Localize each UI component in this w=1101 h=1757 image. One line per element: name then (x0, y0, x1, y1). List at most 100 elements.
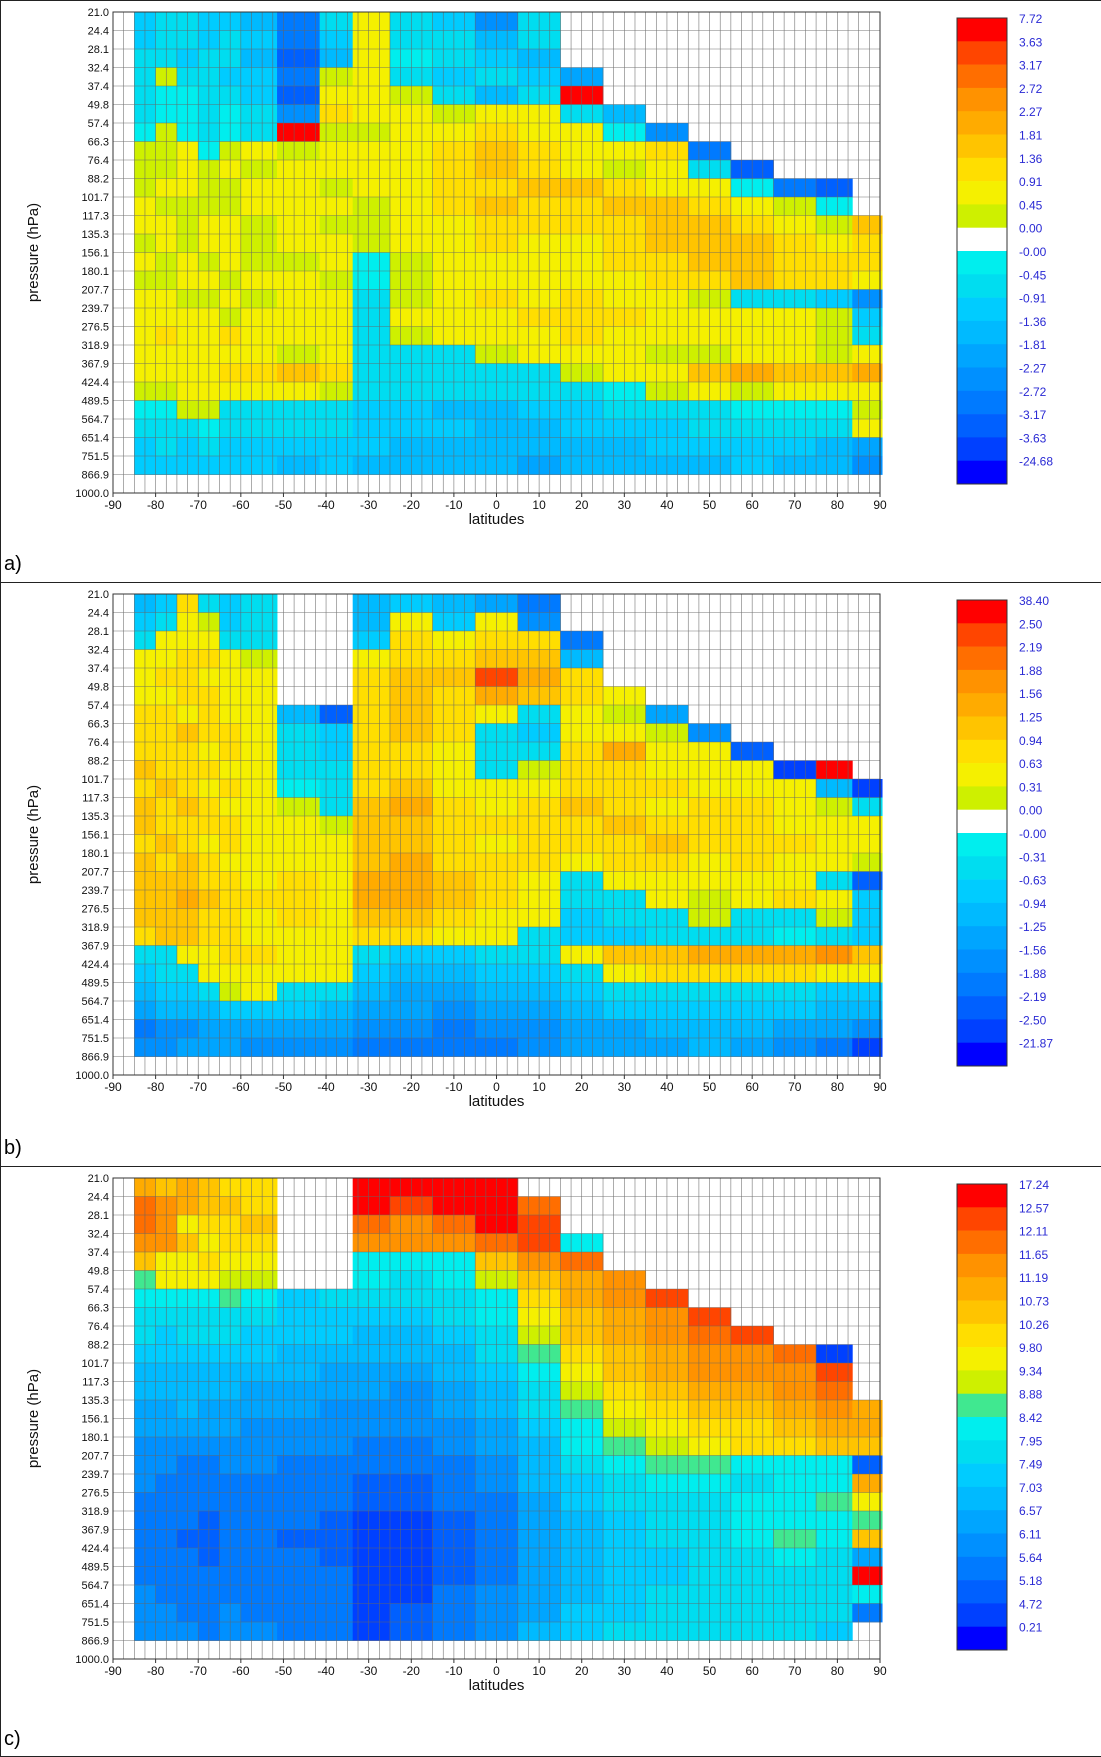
heatmap-cell (816, 964, 853, 983)
x-tick-label: 70 (788, 498, 802, 512)
y-tick-label: 156.1 (81, 830, 109, 842)
heatmap-cell (319, 1603, 354, 1623)
heatmap-cell (277, 123, 321, 142)
colorbar-frame (956, 599, 1008, 1067)
heatmap-cell (277, 141, 321, 161)
colorbar-swatch (957, 600, 1007, 624)
y-tick-label: 49.8 (88, 1266, 109, 1278)
heatmap-cell (319, 400, 354, 420)
colorbar-swatch (957, 1042, 1007, 1067)
heatmap-cell (319, 271, 354, 290)
heatmap-cell (277, 1603, 321, 1623)
colorbar: 38.40 2.50 2.19 1.88 1.56 1.25 0.94 0.63 0.31 0.0… (956, 594, 1053, 1067)
x-tick-label: 60 (745, 1664, 759, 1678)
panel-1: 21.0 24.4 28.1 32.4 37.4 49.8 57.4 66.3 76.4 88.2… (4, 7, 1053, 575)
heatmap-cell (852, 779, 883, 798)
heatmap-cell (352, 1492, 391, 1512)
y-tick-label: 57.4 (88, 700, 109, 712)
heatmap-cell (816, 853, 853, 872)
colorbar-label: -1.88 (1019, 967, 1047, 981)
colorbar-swatch (957, 833, 1007, 857)
colorbar-label: 8.42 (1019, 1411, 1043, 1425)
colorbar-swatch (957, 1556, 1007, 1581)
colorbar-label: 11.65 (1019, 1248, 1048, 1262)
colorbar-swatch (957, 786, 1007, 810)
heatmap-cell (277, 964, 321, 983)
heatmap-cell (240, 705, 278, 724)
heatmap-cell (319, 982, 354, 1002)
colorbar-label: 2.27 (1019, 105, 1043, 119)
x-tick-label: -60 (232, 498, 250, 512)
x-tick-label: -30 (360, 1664, 378, 1678)
x-tick-label: 10 (532, 498, 546, 512)
heatmap-cell (277, 1019, 321, 1039)
colorbar-swatch (957, 227, 1007, 252)
colorbar-swatch (957, 1393, 1007, 1418)
y-tick-label: 489.5 (81, 978, 109, 990)
heatmap-cell (352, 1548, 391, 1567)
colorbar-label: -0.94 (1019, 897, 1047, 911)
x-tick-label: 30 (618, 1080, 632, 1094)
x-tick-label: 30 (618, 1664, 632, 1678)
y-tick-label: 66.3 (88, 1303, 109, 1315)
y-tick-label: 37.4 (88, 1247, 109, 1259)
heatmap-cell (240, 853, 278, 872)
colorbar-label: 2.19 (1019, 641, 1043, 655)
heatmap-cell (816, 908, 853, 928)
colorbar-label: 1.81 (1019, 129, 1043, 143)
y-tick-label: 101.7 (81, 774, 109, 786)
heatmap-cell (240, 419, 278, 438)
heatmap-cell (816, 760, 853, 780)
heatmap-cell (852, 345, 883, 364)
heatmap-cell (277, 104, 321, 124)
heatmap-cell (352, 345, 391, 364)
heatmap-cell (852, 234, 883, 253)
colorbar-swatch (957, 297, 1007, 322)
grid (112, 11, 881, 494)
y-tick-label: 866.9 (81, 470, 109, 482)
heatmap-cell (319, 197, 354, 216)
heatmap-cell (240, 49, 278, 68)
heatmap-cell (319, 141, 354, 161)
heatmap-cell (277, 1437, 321, 1456)
heatmap-cell (277, 705, 321, 724)
heatmap-cell (277, 363, 321, 383)
x-axis-label: latitudes (469, 1677, 525, 1694)
heatmap-cell (319, 1326, 354, 1345)
colorbar-swatch (957, 390, 1007, 415)
heatmap-cell (277, 1622, 321, 1641)
colorbar-swatch (957, 693, 1007, 717)
heatmap-cell (352, 308, 391, 327)
heatmap-cell (240, 308, 278, 327)
colorbar-label: 3.17 (1019, 59, 1043, 73)
heatmap-cell (816, 1455, 853, 1475)
heatmap-cell (240, 1233, 278, 1253)
heatmap-cell (319, 1622, 354, 1641)
heatmap-cell (352, 1326, 391, 1345)
heatmap-cell (277, 419, 321, 438)
y-tick-label: 866.9 (81, 1052, 109, 1064)
heatmap-cell (352, 160, 391, 179)
colorbar-swatch (957, 1277, 1007, 1301)
heatmap-cell (240, 1511, 278, 1530)
heatmap-cell (352, 289, 391, 309)
colorbar-swatch (957, 879, 1007, 904)
colorbar-label: 0.45 (1019, 198, 1043, 212)
colorbar-label: 2.72 (1019, 82, 1043, 96)
heatmap-cell (816, 437, 853, 457)
heatmap-cell (816, 1019, 853, 1039)
y-tick-label: 489.5 (81, 396, 109, 408)
heatmap-cell (352, 742, 391, 761)
heatmap-cell (816, 1492, 853, 1512)
y-tick-label: 156.1 (81, 1414, 109, 1426)
x-tick-label: 80 (831, 498, 845, 512)
heatmap-cell (352, 1270, 391, 1290)
heatmap-cell (816, 927, 853, 946)
heatmap-cell (852, 456, 883, 475)
y-tick-label: 117.3 (82, 793, 109, 805)
heatmap-cell (816, 1566, 853, 1586)
heatmap-cell (352, 1252, 391, 1271)
heatmap-cell (352, 890, 391, 909)
colorbar-swatch (957, 1323, 1007, 1348)
